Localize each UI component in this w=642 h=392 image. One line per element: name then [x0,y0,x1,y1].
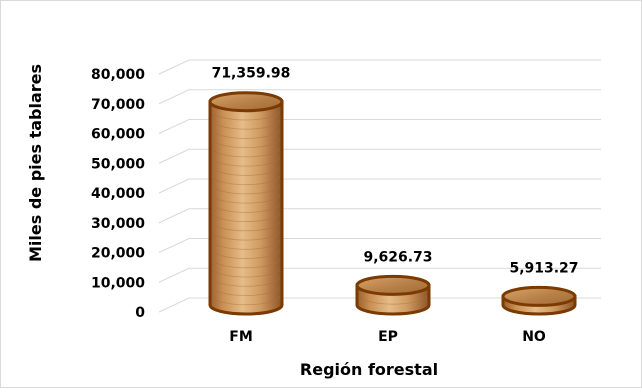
y-tick-label: 60,000 [91,127,145,143]
bar-no [501,285,577,316]
gridline [158,59,601,75]
y-tick-label: 70,000 [91,97,145,113]
bar-grain [211,147,281,158]
bar-grain [211,166,281,176]
bar-ep [355,274,431,316]
bar-grain [358,295,428,305]
y-tick-labels: 0 10,000 20,000 30,000 40,000 50,000 60,000 70,… [91,67,145,321]
bar-grain [211,129,281,139]
bar-grain [211,267,281,278]
y-tick-label: 0 [135,305,145,321]
gridline [158,119,601,134]
bar-grain [211,230,281,241]
bar-grain [211,110,281,121]
gridline [158,208,601,224]
gridline [158,178,601,194]
data-label: 5,913.27 [509,260,578,276]
y-tick-label: 10,000 [91,275,145,291]
bar-top [355,274,431,296]
data-labels: 71,359.98 9,626.73 5,913.27 [212,66,579,277]
data-label: 9,626.73 [363,249,432,265]
bar-grain [211,258,281,269]
bar-grain [211,184,281,195]
y-tick-label: 30,000 [91,216,145,232]
bar-grain [211,120,281,130]
bar-grain [211,212,281,222]
bar-grain [211,277,281,287]
gridline [158,267,601,283]
bar-body [208,100,284,316]
gridline [158,89,601,105]
bar-grain [211,157,281,167]
bar-grain [211,295,281,306]
bar-grain [211,138,281,149]
y-tick-label: 20,000 [91,246,145,262]
x-category-labels: FM EP NO [229,329,546,345]
bar-grain [211,175,281,186]
gridline [158,238,601,253]
x-category-label: FM [229,329,253,345]
bar-grain [211,240,281,250]
bar-grain [211,203,281,213]
bars [208,91,577,316]
x-axis-title: Región forestal [300,360,438,379]
gridlines [158,59,601,313]
gridline [158,297,601,313]
y-tick-label: 80,000 [91,67,145,83]
gridline [158,148,601,164]
bar-grain [211,249,281,259]
x-category-label: EP [378,329,398,345]
bar-grain [211,286,281,296]
bar-top [208,91,284,113]
bar-grain [211,221,281,232]
bar-fm [208,91,284,316]
y-axis-title: Miles de pies tablares [26,64,45,262]
bar-top [501,285,577,307]
data-label: 71,359.98 [212,66,291,82]
bar-grain [211,194,281,204]
y-tick-label: 40,000 [91,186,145,202]
x-category-label: NO [522,329,546,345]
y-tick-label: 50,000 [91,156,145,172]
